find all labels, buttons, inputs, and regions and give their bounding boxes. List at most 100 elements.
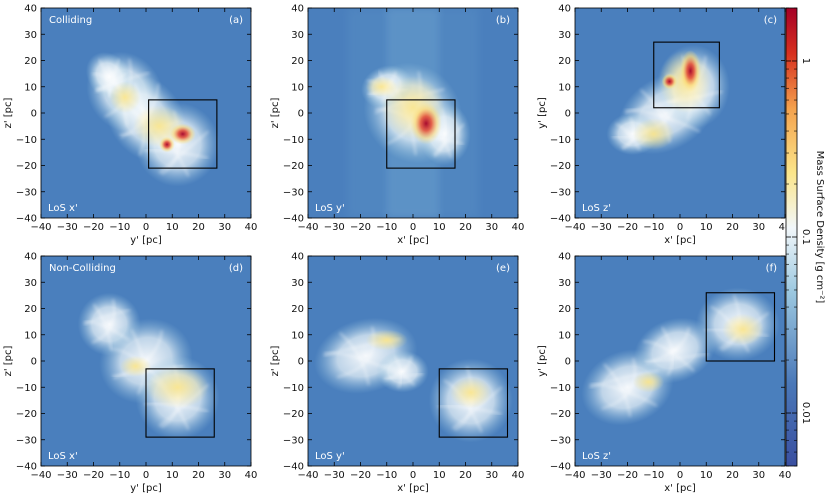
y-tick-label: 30: [24, 278, 37, 289]
zoom-box: [438, 368, 509, 438]
density-map: [606, 44, 730, 155]
zoom-box: [386, 99, 456, 169]
x-tick-label: −10: [109, 470, 130, 481]
panel-id-label: (c): [764, 15, 777, 26]
panel-d: −40 −30 −20 −10 0 10 20 30 40 −40 −30 −20 −10 0 10 20 30…: [3, 252, 257, 495]
panel-id-label: (b): [496, 15, 510, 26]
panel-b: −40 −30 −20 −10 0 10 20 30 40 −40 −30 −20 −10 0 10 20 30…: [270, 4, 524, 247]
x-tick-label: 40: [512, 470, 525, 481]
x-tick-label: 10: [433, 222, 446, 233]
y-tick-label: 40: [558, 4, 571, 15]
line-of-sight-label: LoS x': [48, 451, 78, 462]
y-tick-label: 20: [24, 56, 37, 67]
y-axis-label: z' [pc]: [3, 345, 14, 376]
x-tick-label: −20: [617, 470, 638, 481]
gas-filament: [432, 123, 465, 156]
x-tick-label: 0: [677, 470, 683, 481]
dense-gas-region: [449, 376, 492, 409]
colorbar-tick-label: 1: [800, 58, 811, 64]
x-tick-label: 10: [433, 470, 446, 481]
y-tick-label: 10: [291, 330, 304, 341]
y-tick-label: 10: [558, 82, 571, 93]
y-tick-label: −10: [550, 135, 571, 146]
y-tick-label: 20: [291, 56, 304, 67]
x-tick-label: −20: [617, 222, 638, 233]
line-of-sight-label: LoS z': [582, 203, 611, 214]
y-tick-label: 0: [298, 357, 304, 368]
dense-gas-region: [109, 81, 141, 113]
line-of-sight-label: LoS z': [582, 451, 611, 462]
y-tick-label: −30: [550, 187, 571, 198]
x-axis-label: x' [pc]: [664, 483, 696, 494]
gas-filament: [382, 365, 415, 386]
y-tick-label: 10: [558, 330, 571, 341]
gas-filament: [624, 109, 700, 132]
panel-f: −40 −30 −20 −10 0 10 20 30 40 −40 −30 −20 −10 0 10 20 30…: [537, 252, 791, 495]
x-tick-label: 20: [192, 222, 205, 233]
y-tick-label: 40: [24, 252, 37, 263]
y-tick-label: 0: [31, 357, 37, 368]
dense-core: [680, 50, 701, 92]
dense-gas-region: [632, 118, 675, 150]
x-tick-label: −40: [564, 222, 585, 233]
x-axis-label: x' [pc]: [664, 235, 696, 246]
gas-filament: [93, 304, 112, 350]
y-tick-label: −20: [283, 409, 304, 420]
y-tick-label: 20: [24, 304, 37, 315]
x-tick-label: 40: [779, 470, 792, 481]
x-tick-label: −40: [297, 222, 318, 233]
zoom-box: [705, 292, 776, 362]
x-tick-label: −30: [591, 470, 612, 481]
gas-filament: [615, 123, 641, 151]
dense-gas-region: [365, 76, 398, 98]
x-tick-label: −10: [643, 222, 664, 233]
y-tick-label: 0: [565, 357, 571, 368]
density-map: [347, 8, 479, 218]
dense-gas-region: [365, 329, 408, 351]
y-tick-label: 10: [291, 82, 304, 93]
x-tick-label: 20: [192, 470, 205, 481]
dense-gas-region: [632, 371, 665, 393]
x-axis-label: y' [pc]: [130, 483, 162, 494]
gas-filament: [589, 370, 659, 388]
y-tick-label: −10: [16, 383, 37, 394]
y-axis-label: z' [pc]: [3, 97, 14, 128]
y-tick-label: −10: [283, 383, 304, 394]
y-tick-label: 20: [558, 304, 571, 315]
y-tick-label: 10: [24, 330, 37, 341]
x-tick-label: 10: [166, 470, 179, 481]
x-tick-label: −40: [297, 470, 318, 481]
gas-filament: [383, 373, 424, 380]
x-tick-label: 10: [700, 470, 713, 481]
y-tick-label: −10: [550, 383, 571, 394]
line-of-sight-label: LoS y': [315, 451, 345, 462]
y-tick-label: 30: [558, 30, 571, 41]
row-label: Colliding: [49, 15, 92, 26]
x-tick-label: −30: [591, 222, 612, 233]
dense-core: [159, 136, 175, 153]
x-axis-label: y' [pc]: [130, 235, 162, 246]
x-tick-label: 0: [677, 222, 683, 233]
y-tick-label: −40: [283, 462, 304, 473]
x-tick-label: 30: [485, 222, 498, 233]
x-tick-label: 40: [779, 222, 792, 233]
y-tick-label: −20: [550, 161, 571, 172]
dense-core: [410, 102, 442, 145]
y-tick-label: 40: [24, 4, 37, 15]
y-axis-label: z' [pc]: [270, 345, 281, 376]
x-tick-label: −20: [350, 470, 371, 481]
zoom-box: [653, 41, 720, 109]
y-tick-label: −40: [550, 214, 571, 225]
x-tick-label: 30: [485, 470, 498, 481]
y-tick-label: −40: [283, 214, 304, 225]
dense-gas-region: [722, 313, 764, 346]
x-tick-label: −30: [57, 222, 78, 233]
x-tick-label: 0: [410, 470, 416, 481]
x-tick-label: 40: [512, 222, 525, 233]
y-tick-label: 30: [24, 30, 37, 41]
gas-filament: [644, 353, 709, 363]
gas-filament: [323, 352, 399, 375]
y-axis-label: y' [pc]: [537, 97, 548, 129]
gas-filament: [95, 72, 150, 93]
